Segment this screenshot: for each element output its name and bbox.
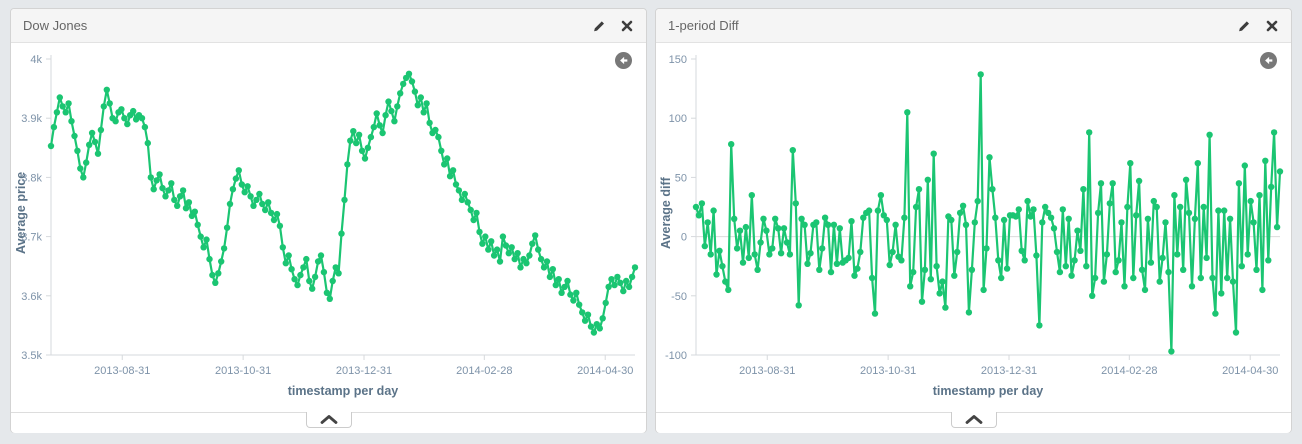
svg-text:0: 0 (681, 232, 687, 244)
chevron-up-icon (965, 415, 982, 424)
circle-arrow-left-icon (1260, 52, 1277, 69)
svg-text:50: 50 (675, 172, 687, 184)
svg-text:2014-04-30: 2014-04-30 (1222, 365, 1278, 377)
panel-title: 1-period Diff (668, 18, 739, 33)
close-icon[interactable] (1265, 19, 1279, 33)
panel-title: Dow Jones (23, 18, 88, 33)
svg-text:2014-02-28: 2014-02-28 (1101, 365, 1157, 377)
x-axis-title: timestamp per day (287, 384, 399, 398)
diff-chart[interactable]: 150 100 50 0 -50 -100 2013-08-31 2013-10-31 2013… (664, 51, 1288, 383)
close-icon[interactable] (620, 19, 634, 33)
svg-text:-50: -50 (671, 291, 687, 303)
panel-footer (11, 412, 646, 433)
x-axis-title: timestamp per day (932, 384, 1044, 398)
panel-1-period-diff: 1-period Diff Average diff 150 100 50 0 -50-… (655, 8, 1292, 433)
panel-actions (592, 19, 634, 33)
collapse-button[interactable] (950, 412, 997, 428)
back-button[interactable] (1260, 52, 1277, 69)
svg-text:3.7k: 3.7k (21, 232, 42, 244)
edit-pencil-icon[interactable] (592, 19, 606, 33)
panel-header[interactable]: Dow Jones (11, 9, 646, 43)
svg-text:150: 150 (669, 54, 687, 66)
panel-actions (1237, 19, 1279, 33)
svg-text:3.5k: 3.5k (21, 350, 42, 362)
svg-text:2013-10-31: 2013-10-31 (860, 365, 916, 377)
svg-text:2013-10-31: 2013-10-31 (215, 365, 271, 377)
collapse-button[interactable] (305, 412, 352, 428)
chevron-up-icon (320, 415, 337, 424)
svg-text:2013-08-31: 2013-08-31 (739, 365, 795, 377)
svg-text:100: 100 (669, 113, 687, 125)
svg-text:3.9k: 3.9k (21, 113, 42, 125)
panel-dow-jones: Dow Jones Average price 4k 3.9k 3.8k 3.7k 3.… (10, 8, 647, 433)
svg-text:4k: 4k (30, 54, 42, 66)
chart-area: Average price 4k 3.9k 3.8k 3.7k 3.6k 3.5k 2013… (11, 43, 646, 412)
circle-arrow-left-icon (615, 52, 632, 69)
svg-text:2014-02-28: 2014-02-28 (456, 365, 512, 377)
svg-text:-100: -100 (665, 350, 687, 362)
svg-text:2013-12-31: 2013-12-31 (981, 365, 1037, 377)
svg-text:3.6k: 3.6k (21, 291, 42, 303)
svg-text:2013-12-31: 2013-12-31 (336, 365, 392, 377)
svg-text:3.8k: 3.8k (21, 172, 42, 184)
edit-pencil-icon[interactable] (1237, 19, 1251, 33)
back-button[interactable] (615, 52, 632, 69)
svg-text:2013-08-31: 2013-08-31 (94, 365, 150, 377)
chart-area: Average diff 150 100 50 0 -50 -100 2013-08-31 2… (656, 43, 1291, 412)
panel-footer (656, 412, 1291, 433)
dow-jones-chart[interactable]: 4k 3.9k 3.8k 3.7k 3.6k 3.5k 2013-08-31 2013-10-… (19, 51, 643, 383)
svg-text:2014-04-30: 2014-04-30 (577, 365, 633, 377)
panel-header[interactable]: 1-period Diff (656, 9, 1291, 43)
